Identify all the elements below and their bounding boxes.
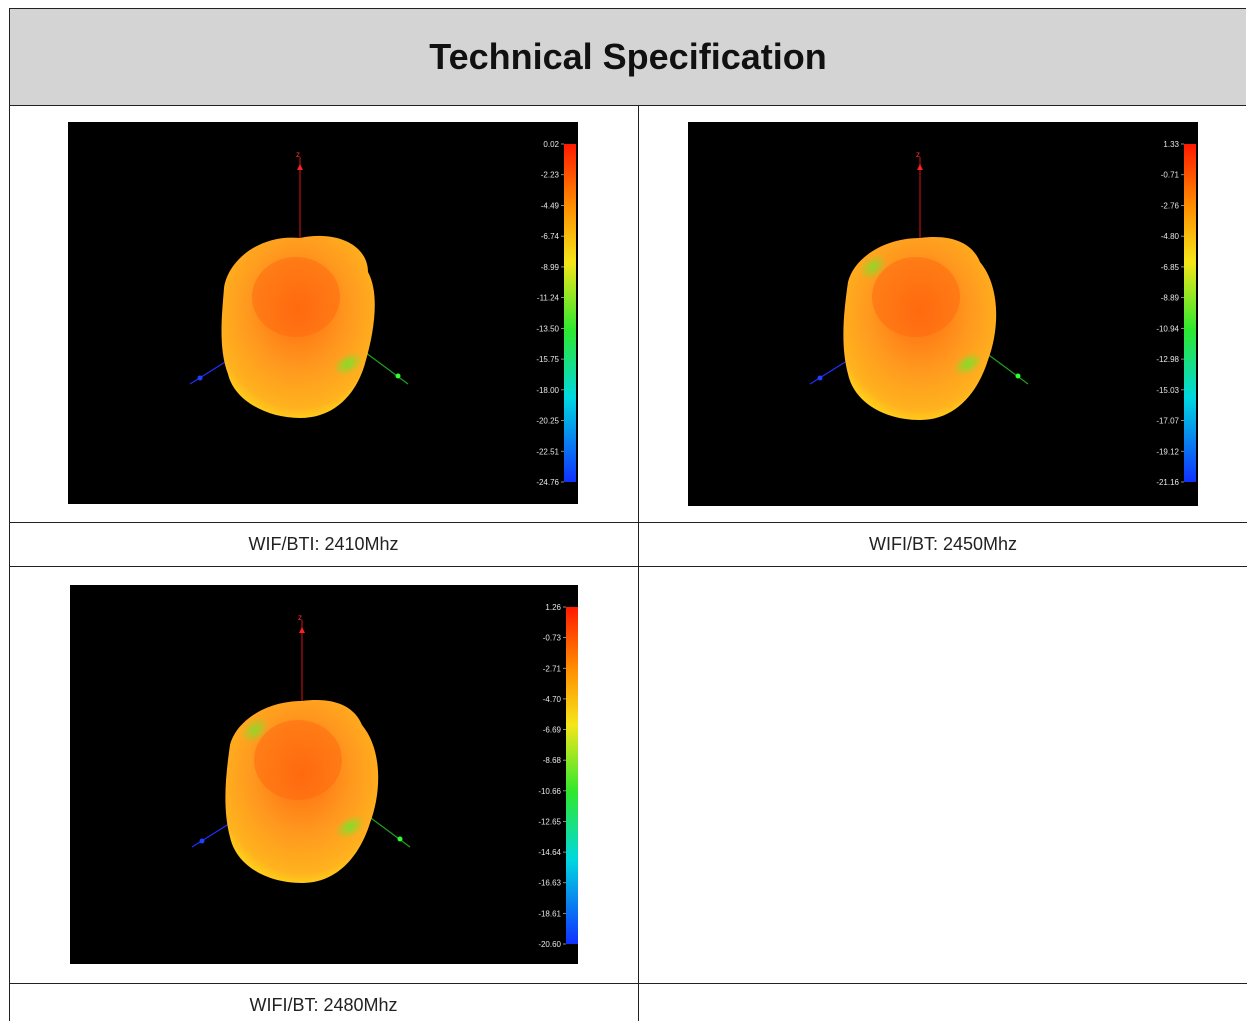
y-axis-arrow (397, 836, 403, 842)
scale-tick-label: -20.60 (538, 940, 561, 949)
caption-2450: WIFI/BT: 2450Mhz (868, 534, 1018, 554)
scale-tick-label: -17.07 (1156, 417, 1179, 426)
lobe-green-patch (953, 352, 983, 376)
scale-tick-label: 0.02 (543, 140, 559, 149)
scale-tick-label: -8.99 (541, 263, 560, 272)
spec-sheet: Technical Specification z 0.02 -2.23 -4.49 -… (9, 8, 1247, 1021)
scale-tick-label: -8.89 (1161, 294, 1180, 303)
scale-tick-label: -16.63 (538, 879, 561, 888)
color-scale-bar (564, 144, 576, 482)
caption-2480: WIFI/BT: 2480Mhz (249, 995, 398, 1015)
z-axis-label: z (298, 613, 302, 622)
scale-tick-label: -6.69 (543, 726, 562, 735)
scale-tick-label: -18.61 (538, 909, 561, 918)
radiation-lobe (225, 700, 379, 883)
caption-2410: WIF/BTI: 2410Mhz (248, 534, 399, 554)
header-bar: Technical Specification (9, 8, 1246, 106)
scale-tick-label: -2.23 (541, 171, 560, 180)
lobe-green-patch-top (858, 253, 888, 281)
z-axis-arrow (299, 627, 305, 633)
scale-tick-label: -13.50 (536, 324, 559, 333)
color-scale-labels: 1.26 -0.73 -2.71 -4.70 -6.69 -8.68 -10.66 -12.6… (538, 603, 566, 949)
pattern-svg: z 0.02 -2.23 -4.49 -6.74 -8.99 -11.24 -13.50 -15… (189, 140, 576, 487)
radiation-lobe (221, 235, 375, 418)
scale-tick-label: -10.66 (538, 787, 561, 796)
z-axis-arrow (297, 164, 303, 170)
color-scale-bar (566, 607, 578, 944)
table-border-caption1-bottom (9, 566, 1247, 567)
plot-cell-2480: z 1.26 -0.73 -2.71 -4.70 -6.69 -8.68 -10.66 -12.… (9, 567, 638, 983)
scale-tick-label: -18.00 (536, 386, 559, 395)
radiation-pattern-2410: z 0.02 -2.23 -4.49 -6.74 -8.99 -11.24 -13.50 -15… (68, 122, 578, 504)
scale-tick-label: -22.51 (536, 447, 559, 456)
scale-tick-label: -4.49 (541, 201, 560, 210)
radiation-pattern-2480: z 1.26 -0.73 -2.71 -4.70 -6.69 -8.68 -10.66 -12.… (70, 585, 578, 964)
scale-tick-label: -4.70 (543, 695, 562, 704)
y-axis-arrow (1015, 373, 1021, 379)
scale-tick-label: -21.16 (1156, 478, 1179, 487)
y-axis-arrow (395, 373, 401, 379)
scale-tick-label: -6.74 (541, 232, 560, 241)
radiation-lobe (843, 237, 997, 420)
scale-tick-label: -24.76 (536, 478, 559, 487)
scale-tick-label: -2.76 (1161, 201, 1180, 210)
table-border-row1-bottom (9, 522, 1247, 523)
z-axis-label: z (296, 150, 300, 159)
color-scale-labels: 0.02 -2.23 -4.49 -6.74 -8.99 -11.24 -13.50 -15.… (536, 140, 564, 487)
table-divider-center (638, 105, 639, 1021)
lobe-green-patch-top (240, 716, 270, 744)
scale-tick-label: -10.94 (1156, 324, 1179, 333)
scale-tick-label: -15.75 (536, 355, 559, 364)
scale-tick-label: 1.33 (1163, 140, 1179, 149)
x-axis-arrow (197, 375, 203, 381)
radiation-pattern-2450: z 1.33 -0.71 -2.76 -4.80 -6.85 -8.89 -10.94 -12.… (688, 122, 1198, 506)
scale-tick-label: -15.03 (1156, 386, 1179, 395)
table-border-row2-bottom (9, 983, 1247, 984)
z-axis-arrow (917, 164, 923, 170)
color-scale-bar (1184, 144, 1196, 482)
scale-tick-label: -14.64 (538, 848, 561, 857)
scale-tick-label: -11.24 (537, 294, 560, 303)
x-axis-arrow (817, 375, 823, 381)
pattern-svg: z 1.26 -0.73 -2.71 -4.70 -6.69 -8.68 -10.66 -12.… (191, 603, 578, 949)
lobe-hotspot (252, 257, 340, 337)
table-border-left (9, 8, 10, 1021)
color-scale-labels: 1.33 -0.71 -2.76 -4.80 -6.85 -8.89 -10.94 -12.9… (1156, 140, 1184, 487)
x-axis-arrow (199, 838, 205, 844)
pattern-svg: z 1.33 -0.71 -2.76 -4.80 -6.85 -8.89 -10.94 -12.… (809, 140, 1196, 487)
scale-tick-label: -6.85 (1161, 263, 1180, 272)
scale-tick-label: -20.25 (536, 417, 559, 426)
z-axis-label: z (916, 150, 920, 159)
scale-tick-label: -4.80 (1161, 232, 1180, 241)
scale-tick-label: -2.71 (543, 664, 562, 673)
scale-tick-label: -19.12 (1156, 447, 1179, 456)
scale-tick-label: -0.73 (543, 634, 562, 643)
scale-tick-label: 1.26 (545, 603, 561, 612)
plot-cell-2450: z 1.33 -0.71 -2.76 -4.80 -6.85 -8.89 -10.94 -12.… (639, 105, 1247, 522)
lobe-hotspot (872, 257, 960, 337)
scale-tick-label: -8.68 (543, 756, 562, 765)
plot-cell-2410: z 0.02 -2.23 -4.49 -6.74 -8.99 -11.24 -13.50 -15… (9, 105, 638, 522)
page-title: Technical Specification (429, 36, 827, 77)
scale-tick-label: -12.98 (1156, 355, 1179, 364)
scale-tick-label: -0.71 (1161, 171, 1180, 180)
lobe-green-patch (335, 815, 365, 839)
scale-tick-label: -12.65 (538, 817, 561, 826)
lobe-hotspot (254, 720, 342, 800)
lobe-green-patch (333, 352, 363, 376)
